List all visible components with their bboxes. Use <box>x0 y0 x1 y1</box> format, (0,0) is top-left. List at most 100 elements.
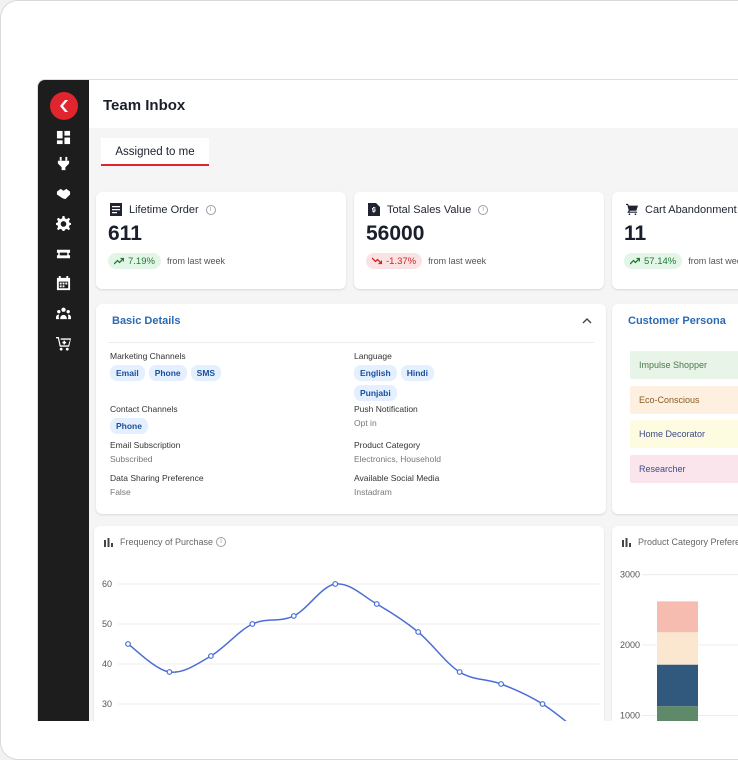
data-point <box>456 669 463 675</box>
bar-segment <box>657 664 698 707</box>
stat-value: 56000 <box>366 222 425 245</box>
chip-punjabi: Punjabi <box>354 385 397 401</box>
trend-badge: 7.19% <box>108 253 161 269</box>
y-tick-label: 40 <box>102 659 112 669</box>
dashboard-icon[interactable] <box>54 128 72 146</box>
series-line <box>127 583 567 721</box>
trend-note: from last week <box>688 256 738 266</box>
chevron-up-icon[interactable] <box>582 316 592 326</box>
field-available-social-media: Available Social Media Instadram <box>354 473 440 497</box>
persona-tag: Impulse Shopper <box>630 351 738 379</box>
trend-note: from last week <box>428 256 487 266</box>
data-point <box>290 613 297 619</box>
data-point <box>249 621 256 627</box>
shopping-cart-icon[interactable] <box>54 334 72 352</box>
product-category-chart: Product Category Preferen 1000 2000 3000 <box>612 526 738 721</box>
data-point <box>539 701 546 707</box>
brand-logo[interactable] <box>50 92 78 120</box>
field-push-notification: Push Notification Opt in <box>354 404 418 428</box>
divider <box>108 342 594 343</box>
data-point <box>498 681 504 687</box>
app-window: Team Inbox Assigned to me Lifetime Order… <box>37 79 738 721</box>
stat-value: 611 <box>108 222 142 245</box>
persona-tag: Eco-Conscious <box>630 386 738 414</box>
stat-card-cart-abandonment: Cart Abandonment 11 57.14% from last wee… <box>612 192 738 289</box>
bar-chart-icon <box>622 537 631 547</box>
chip-sms: SMS <box>190 365 222 381</box>
integrations-plug-icon[interactable] <box>54 154 72 172</box>
trend-down-icon <box>372 257 382 265</box>
data-point <box>208 653 214 659</box>
stat-label: Total Sales Value <box>387 203 472 216</box>
handshake-icon[interactable] <box>54 184 72 202</box>
y-tick-label: 30 <box>102 699 112 709</box>
y-tick-label: 50 <box>102 619 112 629</box>
chip-phone: Phone <box>148 365 187 381</box>
trend-note: from last week <box>166 256 225 266</box>
trend-value: 57.14% <box>644 255 677 267</box>
customer-persona-panel: Customer Persona Impulse Shopper Eco-Con… <box>612 304 738 514</box>
y-tick-label: 60 <box>102 579 112 589</box>
y-tick-label: 2000 <box>620 640 640 650</box>
logo-icon <box>60 100 68 112</box>
field-product-category: Product Category Electronics, Household <box>354 440 441 464</box>
stat-value: 11 <box>624 222 647 245</box>
settings-gear-icon[interactable] <box>54 214 72 232</box>
data-point <box>125 641 131 647</box>
invoice-icon <box>368 203 380 216</box>
stat-label: Cart Abandonment <box>645 203 737 216</box>
info-icon[interactable]: i <box>478 204 489 215</box>
chart-title: Frequency of Purchase <box>120 537 214 547</box>
page-title: Team Inbox <box>103 97 186 114</box>
y-tick-label: 1000 <box>620 710 640 720</box>
chip-phone: Phone <box>110 418 148 434</box>
trend-badge: -1.37% <box>366 253 423 269</box>
trend-value: -1.37% <box>386 255 417 267</box>
sidebar <box>38 80 89 721</box>
chart-title: Product Category Preferen <box>638 537 738 547</box>
chip-hindi: Hindi <box>400 365 434 381</box>
field-marketing-channels: Marketing Channels Email Phone SMS <box>110 351 230 381</box>
persona-tag: Researcher <box>630 455 738 483</box>
bar-segment <box>657 706 698 721</box>
data-point <box>166 669 173 675</box>
field-data-sharing-preference: Data Sharing Preference False <box>110 473 204 497</box>
stat-card-total-sales-value: Total Sales Value i 56000 -1.37% from la… <box>354 192 604 289</box>
section-title: Basic Details <box>112 315 181 327</box>
data-point <box>415 629 422 635</box>
stat-card-lifetime-order: Lifetime Order i 611 7.19% from last wee… <box>96 192 346 289</box>
chip-email: Email <box>110 365 145 381</box>
stat-label: Lifetime Order <box>129 203 199 216</box>
data-point <box>373 601 380 607</box>
cart-icon <box>626 203 638 216</box>
info-icon[interactable]: i <box>205 204 216 215</box>
ticket-icon[interactable] <box>54 244 72 262</box>
field-email-subscription: Email Subscription Subscribed <box>110 440 181 464</box>
line-chart-svg: 30 40 50 60 <box>102 579 599 721</box>
chip-english: English <box>354 365 397 381</box>
trend-value: 7.19% <box>128 255 155 267</box>
basic-details-panel: Basic Details Marketing Channels Email P… <box>96 304 606 514</box>
y-tick-label: 3000 <box>620 570 640 580</box>
tab-assigned-to-me[interactable]: Assigned to me <box>101 138 209 166</box>
trend-up-icon <box>630 257 640 265</box>
header: Team Inbox <box>89 80 738 128</box>
persona-tag: Home Decorator <box>630 420 738 448</box>
bar-chart-icon <box>104 537 113 547</box>
team-users-icon[interactable] <box>54 304 72 322</box>
field-language: Language English Hindi Punjabi <box>354 351 444 401</box>
trend-badge: 57.14% <box>624 253 683 269</box>
trend-up-icon <box>114 257 124 265</box>
tab-bar: Assigned to me <box>89 128 738 172</box>
data-point <box>332 581 339 587</box>
info-icon[interactable]: i <box>216 537 227 547</box>
document-icon <box>110 203 122 216</box>
calendar-icon[interactable] <box>54 274 72 292</box>
stacked-bar-chart-svg: 1000 2000 3000 <box>620 570 738 721</box>
field-contact-channels: Contact Channels Phone <box>110 404 230 434</box>
frequency-of-purchase-chart: Frequency of Purchase i 30 40 50 60 <box>94 526 604 721</box>
section-title: Customer Persona <box>628 315 726 327</box>
bar-segment <box>657 601 698 633</box>
bar-segment <box>657 632 698 665</box>
